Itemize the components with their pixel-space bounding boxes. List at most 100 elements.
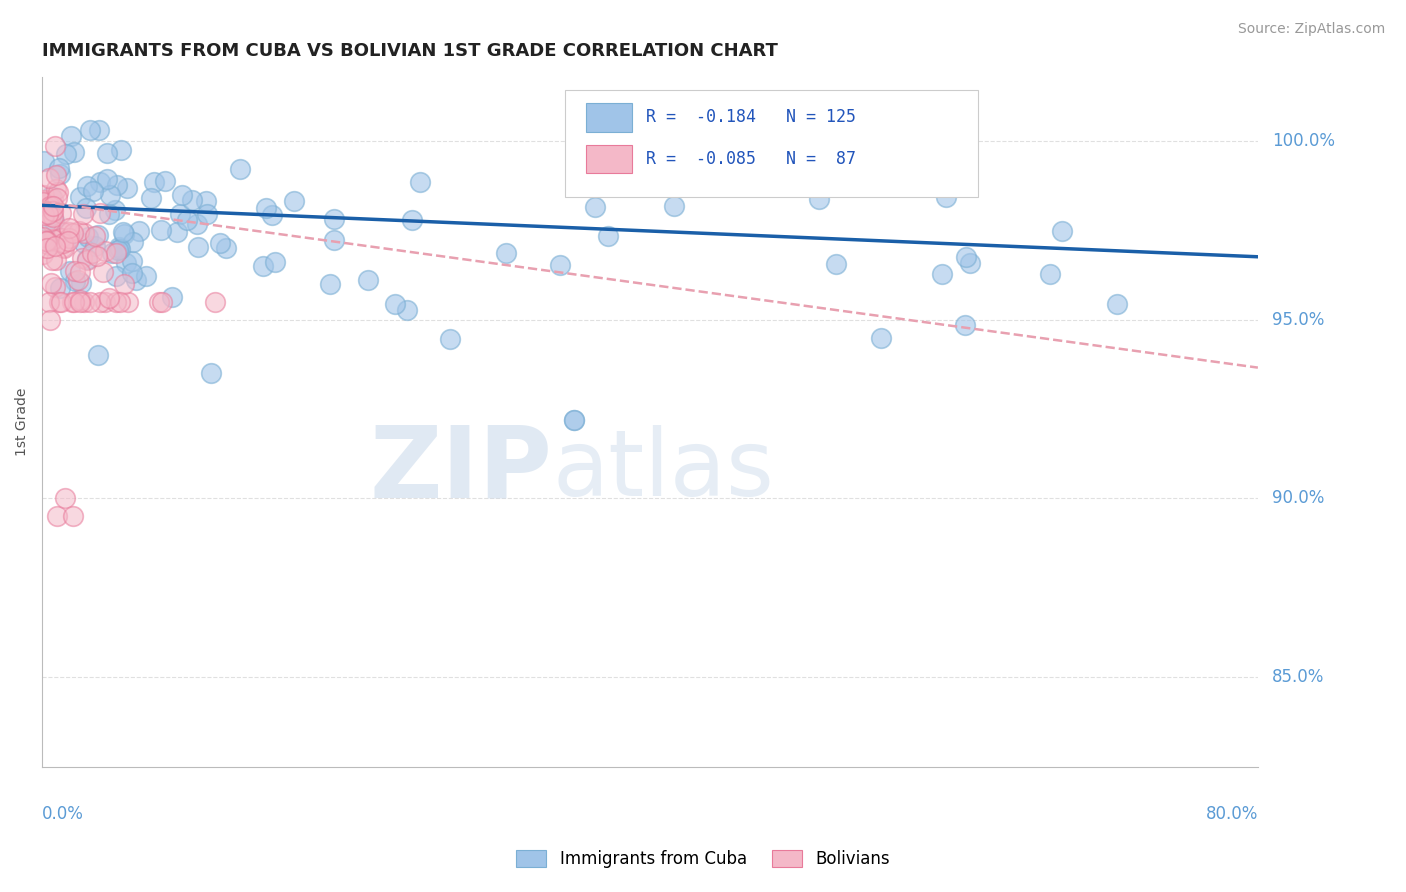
Point — [187, 240, 209, 254]
Point — [98, 291, 121, 305]
Point — [39, 276, 62, 290]
Point — [955, 318, 977, 332]
Point — [181, 194, 204, 208]
Point — [66, 273, 89, 287]
Point — [84, 228, 107, 243]
Point — [141, 191, 163, 205]
Point — [87, 228, 110, 243]
Point — [91, 264, 114, 278]
Bar — [586, 103, 631, 132]
Point — [52, 240, 75, 254]
Point — [169, 207, 191, 221]
Point — [598, 228, 620, 243]
Point — [76, 178, 98, 193]
Point — [37, 234, 59, 248]
Point — [229, 161, 252, 176]
Point — [87, 123, 110, 137]
Text: 80.0%: 80.0% — [1205, 805, 1258, 823]
Point — [401, 213, 423, 227]
Point — [38, 235, 60, 249]
Point — [252, 259, 274, 273]
Point — [409, 175, 432, 189]
Point — [76, 252, 98, 267]
Point — [105, 245, 128, 260]
Text: atlas: atlas — [553, 425, 775, 515]
Point — [323, 233, 346, 247]
Point — [583, 200, 606, 214]
Text: 0.0%: 0.0% — [42, 805, 84, 823]
Text: IMMIGRANTS FROM CUBA VS BOLIVIAN 1ST GRADE CORRELATION CHART: IMMIGRANTS FROM CUBA VS BOLIVIAN 1ST GRA… — [42, 42, 778, 60]
Point — [75, 201, 97, 215]
Point — [31, 193, 53, 207]
Point — [53, 491, 76, 506]
Point — [44, 139, 66, 153]
Point — [62, 509, 84, 524]
Point — [44, 239, 66, 253]
Point — [48, 167, 70, 181]
Point — [45, 252, 67, 267]
Point — [150, 294, 173, 309]
Point — [39, 189, 62, 203]
Text: 90.0%: 90.0% — [1272, 490, 1324, 508]
Y-axis label: 1st Grade: 1st Grade — [15, 387, 30, 456]
Point — [38, 294, 60, 309]
Point — [32, 230, 55, 244]
Point — [166, 225, 188, 239]
Point — [73, 226, 96, 240]
Point — [42, 213, 65, 227]
Point — [38, 237, 60, 252]
Point — [46, 509, 69, 524]
Point — [34, 219, 56, 233]
Point — [148, 294, 170, 309]
Point — [70, 251, 93, 265]
Point — [32, 153, 55, 168]
Point — [935, 190, 957, 204]
Point — [121, 235, 143, 249]
Point — [662, 199, 685, 213]
Point — [807, 192, 830, 206]
Point — [112, 277, 135, 291]
Point — [52, 235, 75, 250]
Point — [34, 204, 56, 219]
Point — [58, 220, 80, 235]
Point — [283, 194, 305, 208]
Point — [45, 191, 67, 205]
Text: R =  -0.184   N = 125: R = -0.184 N = 125 — [647, 108, 856, 127]
Point — [254, 202, 277, 216]
Point — [63, 274, 86, 288]
Point — [117, 294, 139, 309]
Point — [176, 212, 198, 227]
Point — [79, 123, 101, 137]
Point — [104, 294, 127, 309]
Point — [42, 232, 65, 246]
Point — [42, 210, 65, 224]
Point — [34, 194, 56, 208]
Point — [322, 212, 344, 227]
Point — [35, 241, 58, 255]
Point — [263, 255, 285, 269]
Point — [65, 264, 87, 278]
Point — [121, 266, 143, 280]
Point — [89, 206, 111, 220]
Point — [39, 235, 62, 250]
Point — [93, 294, 115, 309]
Point — [41, 252, 63, 267]
Point — [48, 186, 70, 200]
Point — [62, 227, 84, 241]
Point — [96, 171, 118, 186]
Point — [1050, 224, 1073, 238]
Point — [35, 234, 58, 248]
Point — [79, 294, 101, 309]
Point — [49, 206, 72, 220]
Point — [72, 207, 94, 221]
Point — [69, 265, 91, 279]
Point — [101, 246, 124, 260]
Point — [195, 194, 218, 208]
Point — [86, 348, 108, 362]
Point — [89, 294, 111, 309]
Point — [60, 128, 83, 143]
Point — [1107, 297, 1129, 311]
Point — [77, 230, 100, 244]
Point — [42, 199, 65, 213]
Point — [108, 242, 131, 256]
